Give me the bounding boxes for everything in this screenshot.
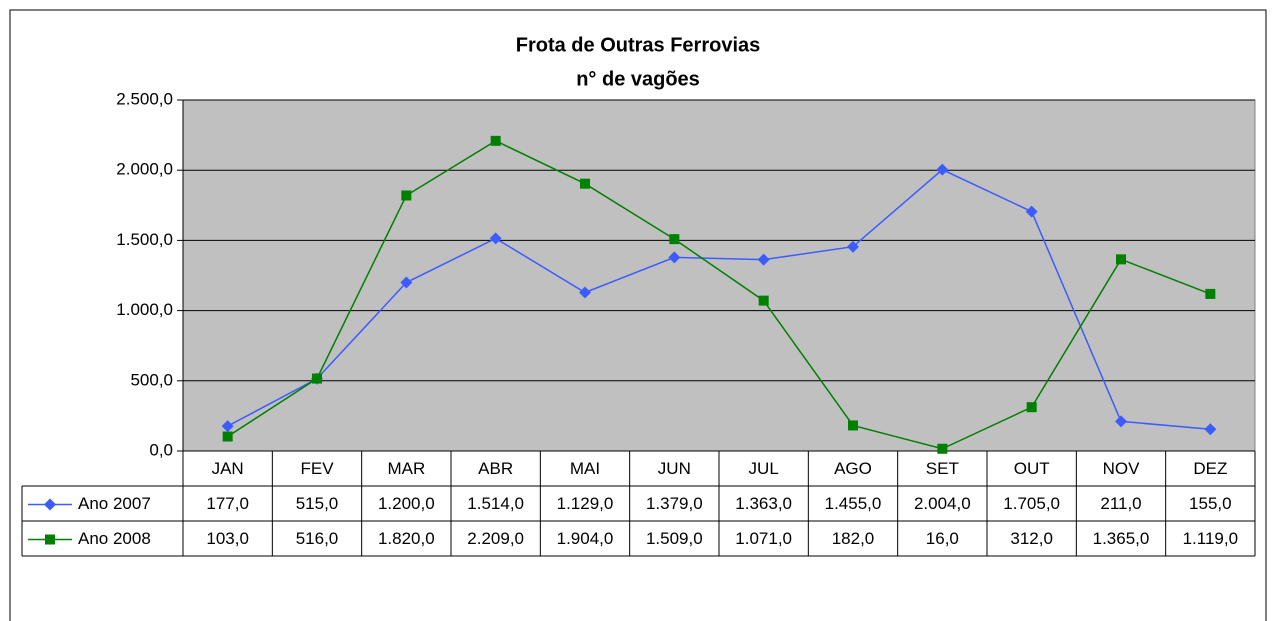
- x-tick-label: MAI: [570, 459, 600, 478]
- x-tick-label: DEZ: [1193, 459, 1227, 478]
- table-value: 1.509,0: [646, 529, 703, 548]
- table-value: 1.514,0: [467, 494, 524, 513]
- data-point: [401, 190, 412, 201]
- data-point: [221, 420, 234, 433]
- x-tick-label: SET: [926, 459, 959, 478]
- table-value: 1.820,0: [378, 529, 435, 548]
- data-point: [757, 253, 770, 266]
- data-point: [489, 232, 502, 245]
- table-value: 1.200,0: [378, 494, 435, 513]
- chart-frame: [9, 9, 1267, 621]
- data-point: [579, 286, 591, 299]
- y-tick-label: 1.500,0: [116, 230, 173, 249]
- table-value: 2.004,0: [914, 494, 971, 513]
- data-point: [848, 420, 858, 431]
- table-value: 155,0: [1189, 494, 1232, 513]
- series-line: [227, 168, 1211, 430]
- table-value: 16,0: [926, 529, 959, 548]
- y-tick-label: 1.000,0: [116, 300, 173, 319]
- x-tick-label: AGO: [834, 459, 872, 478]
- table-value: 1.365,0: [1093, 529, 1150, 548]
- table-value: 1.379,0: [646, 494, 703, 513]
- data-point: [1205, 288, 1216, 299]
- table-value: 1.129,0: [557, 494, 614, 513]
- table-value: 2.209,0: [467, 529, 524, 548]
- data-point: [400, 276, 413, 289]
- x-tick-label: JUL: [749, 459, 779, 478]
- data-point: [1116, 254, 1126, 265]
- series-line: [227, 140, 1211, 450]
- y-tick-label: 2.000,0: [116, 160, 173, 179]
- table-value: 103,0: [206, 529, 249, 548]
- x-tick-label: JUN: [658, 459, 691, 478]
- table-value: 182,0: [832, 529, 875, 548]
- data-point: [1026, 402, 1037, 413]
- x-tick-label: NOV: [1103, 459, 1141, 478]
- data-point: [758, 295, 769, 306]
- chart-subtitle: n° de vagões: [576, 68, 700, 90]
- plot-area: [182, 99, 1256, 452]
- data-point: [490, 135, 501, 146]
- y-tick-label: 500,0: [130, 370, 173, 389]
- legend-key-marker: [45, 534, 55, 545]
- table-value: 515,0: [296, 494, 339, 513]
- table-value: 312,0: [1010, 529, 1053, 548]
- x-tick-label: ABR: [478, 459, 513, 478]
- table-value: 1.904,0: [557, 529, 614, 548]
- table-value: 516,0: [296, 529, 339, 548]
- chart-title: Frota de Outras Ferrovias: [516, 34, 761, 56]
- legend-key-marker: [44, 498, 56, 511]
- data-point: [668, 251, 681, 264]
- data-point: [312, 373, 322, 384]
- data-point: [937, 443, 948, 454]
- table-value: 1.455,0: [825, 494, 882, 513]
- legend-label: Ano 2007: [78, 494, 151, 513]
- x-tick-label: OUT: [1014, 459, 1050, 478]
- data-point: [580, 178, 590, 189]
- y-tick-label: 2.500,0: [116, 89, 173, 108]
- data-point: [1204, 423, 1217, 436]
- y-tick-label: 0,0: [149, 440, 173, 459]
- data-point: [222, 431, 233, 442]
- legend-label: Ano 2008: [78, 529, 151, 548]
- table-value: 1.705,0: [1003, 494, 1060, 513]
- x-tick-label: JAN: [212, 459, 244, 478]
- table-value: 177,0: [206, 494, 249, 513]
- table-value: 1.071,0: [735, 529, 792, 548]
- data-point: [847, 240, 859, 253]
- table-value: 211,0: [1100, 494, 1141, 513]
- data-point: [1025, 205, 1038, 218]
- data-point: [936, 163, 949, 176]
- data-point: [669, 234, 680, 245]
- table-value: 1.363,0: [735, 494, 792, 513]
- x-tick-label: FEV: [300, 459, 334, 478]
- table-value: 1.119,0: [1183, 529, 1238, 548]
- data-point: [1115, 415, 1127, 428]
- x-tick-label: MAR: [387, 459, 425, 478]
